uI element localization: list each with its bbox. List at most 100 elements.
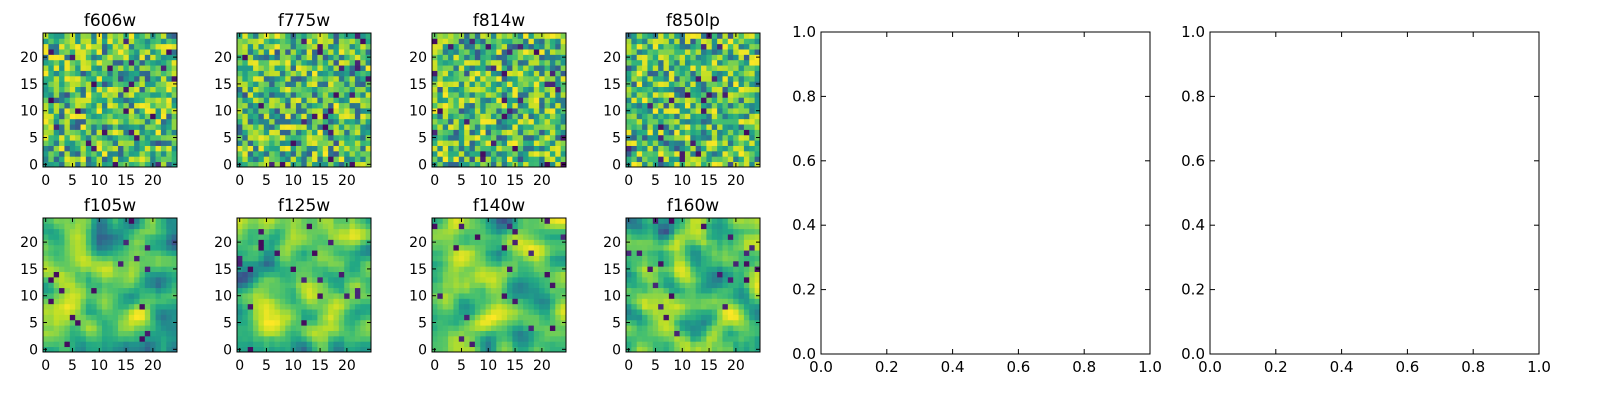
heatmap-cell — [155, 97, 162, 104]
heatmap-cell — [549, 244, 556, 251]
heatmap-cell — [663, 287, 670, 294]
heatmap-cell — [549, 102, 556, 109]
y-tick-label: 15 — [20, 77, 38, 93]
heatmap-cell — [485, 156, 492, 163]
heatmap-cell — [549, 97, 556, 104]
heatmap-cell — [75, 86, 81, 93]
heatmap-cell — [237, 156, 243, 163]
heatmap-cell — [247, 330, 254, 337]
heatmap-cell — [144, 81, 151, 87]
heatmap-cell — [663, 91, 670, 98]
heatmap-cell — [269, 260, 275, 267]
heatmap-cell — [533, 266, 540, 272]
heatmap-cell — [738, 65, 745, 71]
heatmap-cell — [253, 33, 259, 39]
heatmap-cell — [727, 86, 734, 93]
heatmap-cell — [59, 223, 65, 230]
heatmap-cell — [453, 140, 460, 146]
heatmap-cell — [496, 250, 503, 256]
heatmap-cell — [442, 293, 449, 299]
heatmap-cell — [647, 325, 654, 331]
heatmap-cell — [85, 65, 92, 71]
heatmap-cell — [317, 156, 324, 163]
heatmap-cell — [695, 102, 702, 109]
heatmap-cell — [679, 108, 686, 114]
heatmap-cell — [544, 287, 551, 294]
heatmap-cell — [269, 108, 275, 114]
heatmap-cell — [242, 314, 249, 321]
heatmap-cell — [322, 319, 329, 326]
heatmap-cell — [101, 59, 108, 66]
heatmap-cell — [242, 65, 249, 71]
heatmap-cell — [544, 346, 551, 353]
heatmap-cell — [458, 330, 465, 337]
heatmap-cell — [150, 38, 156, 45]
heatmap-cell — [101, 33, 108, 39]
heatmap-cell — [301, 81, 308, 87]
heatmap-cell — [118, 97, 124, 104]
heatmap-cell — [517, 124, 524, 130]
heatmap-cell — [695, 49, 702, 55]
heatmap-cell — [263, 244, 270, 251]
heatmap-cell — [432, 102, 438, 109]
heatmap-cell — [490, 145, 497, 152]
heatmap-cell — [539, 59, 545, 66]
heatmap-cell — [442, 325, 449, 331]
heatmap-cell — [448, 140, 454, 146]
heatmap-cell — [344, 298, 350, 305]
heatmap-cell — [690, 49, 697, 55]
heatmap-cell — [539, 97, 545, 104]
heatmap-cell — [128, 282, 135, 289]
heatmap-cell — [237, 298, 243, 305]
heatmap-cell — [43, 303, 49, 310]
heatmap-cell — [668, 156, 675, 163]
heatmap-cell — [507, 298, 513, 305]
heatmap-cell — [80, 59, 87, 66]
heatmap-cell — [485, 223, 492, 230]
heatmap-cell — [517, 65, 524, 71]
heatmap-cell — [684, 102, 691, 109]
heatmap-cell — [631, 43, 638, 50]
heatmap-cell — [85, 341, 92, 348]
heatmap-cell — [285, 223, 291, 230]
heatmap-cell — [442, 65, 449, 71]
heatmap-cell — [706, 309, 713, 315]
heatmap-cell — [150, 341, 156, 348]
heatmap-cell — [128, 341, 135, 348]
heatmap-cell — [107, 223, 114, 230]
heatmap-cell — [43, 309, 49, 315]
heatmap-cell — [501, 59, 508, 66]
heatmap-cell — [743, 293, 750, 299]
heatmap-cell — [128, 150, 135, 157]
heatmap-cell — [317, 43, 324, 50]
heatmap-cell — [75, 239, 81, 246]
heatmap-cell — [496, 161, 503, 168]
heatmap-cell — [458, 49, 465, 55]
heatmap-cell — [118, 33, 124, 39]
heatmap-cell — [295, 161, 302, 168]
heatmap-cell — [85, 255, 92, 262]
heatmap-cell — [166, 91, 173, 98]
heatmap-cell — [118, 108, 124, 114]
heatmap-cell — [96, 239, 103, 246]
heatmap-cell — [528, 223, 535, 230]
heatmap-cell — [517, 91, 524, 98]
y-tick-label: 10 — [20, 104, 38, 120]
heatmap-cell — [523, 335, 529, 342]
heatmap-cell — [96, 244, 103, 251]
heatmap-cell — [523, 239, 529, 246]
heatmap-cell — [469, 335, 476, 342]
heatmap-cell — [717, 134, 723, 141]
heatmap-cell — [544, 59, 551, 66]
heatmap-cell — [690, 314, 697, 321]
heatmap-cell — [754, 97, 761, 104]
heatmap-cell — [285, 91, 291, 98]
heatmap-cell — [274, 223, 281, 230]
heatmap-cell — [560, 91, 567, 98]
heatmap-cell — [626, 309, 632, 315]
heatmap-cell — [123, 75, 130, 82]
heatmap-cell — [166, 287, 173, 294]
heatmap-cell — [333, 49, 340, 55]
heatmap-cell — [631, 81, 638, 87]
heatmap-cell — [75, 346, 81, 353]
